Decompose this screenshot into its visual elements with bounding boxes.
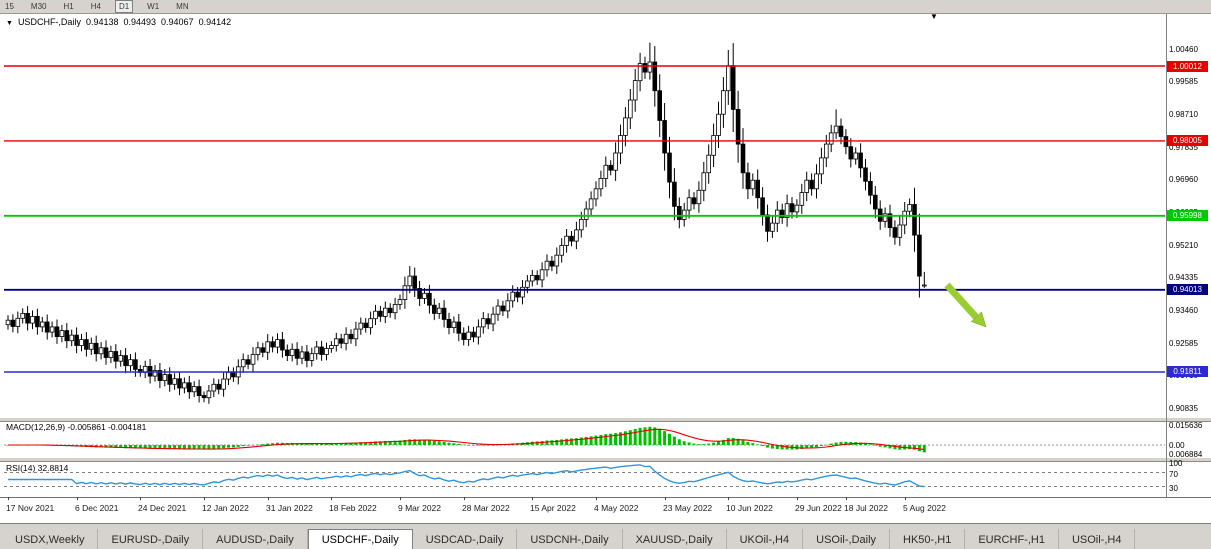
rsi-indicator-label: RSI(14) 32.8814 <box>6 463 69 473</box>
date-tick <box>797 497 798 500</box>
panel-splitter-macd[interactable] <box>0 417 1211 422</box>
price-axis-label: 0.93460 <box>1169 306 1198 315</box>
date-label: 23 May 2022 <box>663 503 713 513</box>
time-axis: 17 Nov 2021 6 Dec 2021 24 Dec 2021 12 Jan 2… <box>0 497 1166 522</box>
macd-signal-line <box>8 428 925 451</box>
macd-axis-label: 0.00 <box>1169 441 1185 450</box>
price-badge-0.98005: 0.98005 <box>1167 135 1208 146</box>
chart-tab-XAUUSD-Daily[interactable]: XAUUSD-,Daily <box>623 529 727 549</box>
price-axis-label: 0.90835 <box>1169 404 1198 413</box>
date-tick <box>728 497 729 500</box>
date-label: 29 Jun 2022 <box>795 503 842 513</box>
chart-tab-USDX-Weekly[interactable]: USDX,Weekly <box>2 529 99 549</box>
ohlc-close: 0.94142 <box>198 17 232 27</box>
symbol-direction-icon: ▼ <box>6 20 13 27</box>
date-tick <box>532 497 533 500</box>
price-axis-label: 0.99585 <box>1169 77 1198 86</box>
date-label: 18 Jul 2022 <box>844 503 888 513</box>
price-badge-0.91811: 0.91811 <box>1167 366 1208 377</box>
price-axis-label: 1.00460 <box>1169 45 1198 54</box>
rsi-axis-label: 70 <box>1169 470 1178 479</box>
date-tick <box>464 497 465 500</box>
date-label: 10 Jun 2022 <box>726 503 773 513</box>
timeframe-button-H4[interactable]: H4 <box>90 2 101 11</box>
chart-tab-USDCAD-Daily[interactable]: USDCAD-,Daily <box>413 529 518 549</box>
rsi-axis-label: 30 <box>1169 484 1178 493</box>
timeframe-button-H1[interactable]: H1 <box>63 2 74 11</box>
date-label: 12 Jan 2022 <box>202 503 249 513</box>
chart-shift-marker-icon: ▼ <box>930 12 938 21</box>
date-tick <box>905 497 906 500</box>
chart-tab-AUDUSD-Daily[interactable]: AUDUSD-,Daily <box>203 529 308 549</box>
rsi-axis-label: 100 <box>1169 459 1183 468</box>
date-label: 9 Mar 2022 <box>398 503 441 513</box>
timeframe-button-D1[interactable]: D1 <box>114 0 134 13</box>
ohlc-open: 0.94138 <box>85 17 119 27</box>
date-label: 4 May 2022 <box>594 503 639 513</box>
date-label: 6 Dec 2021 <box>75 503 119 513</box>
rsi-line <box>8 464 925 488</box>
price-axis-label: 0.95210 <box>1169 241 1198 250</box>
chart-tab-EURCHF-H1[interactable]: EURCHF-,H1 <box>965 529 1059 549</box>
price-axis-label: 0.97835 <box>1169 143 1198 152</box>
timeframe-button-15[interactable]: 15 <box>5 2 14 11</box>
panel-splitter-rsi[interactable] <box>0 457 1211 462</box>
price-axis-label: 0.92585 <box>1169 339 1198 348</box>
date-tick <box>77 497 78 500</box>
date-tick <box>846 497 847 500</box>
macd-indicator-label: MACD(12,26,9) -0.005861 -0.004181 <box>6 422 147 432</box>
chart-tab-USOil-H4[interactable]: USOil-,H4 <box>1059 529 1136 549</box>
symbol-label: USDCHF-,Daily <box>17 17 81 27</box>
date-tick <box>665 497 666 500</box>
date-label: 17 Nov 2021 <box>6 503 55 513</box>
ohlc-high: 0.94493 <box>123 17 157 27</box>
macd-axis-label: 0.006884 <box>1169 450 1203 459</box>
date-tick <box>596 497 597 500</box>
date-tick <box>400 497 401 500</box>
timeframe-button-MN[interactable]: MN <box>176 2 189 11</box>
timeframe-button-M30[interactable]: M30 <box>30 2 47 11</box>
date-tick <box>8 497 9 500</box>
chart-tab-USOil-Daily[interactable]: USOil-,Daily <box>803 529 891 549</box>
date-tick <box>140 497 141 500</box>
date-tick <box>331 497 332 500</box>
price-badge-0.94013: 0.94013 <box>1167 284 1208 295</box>
timeframe-button-W1[interactable]: W1 <box>147 2 160 11</box>
chart-tab-HK50-H1[interactable]: HK50-,H1 <box>890 529 966 549</box>
date-tick <box>204 497 205 500</box>
date-label: 28 Mar 2022 <box>462 503 510 513</box>
chart-tab-bar: USDX,Weekly EURUSD-,Daily AUDUSD-,Daily USD… <box>0 523 1211 549</box>
date-label: 24 Dec 2021 <box>138 503 187 513</box>
macd-axis-label: 0.015636 <box>1169 421 1203 430</box>
chart-tabs: USDX,Weekly EURUSD-,Daily AUDUSD-,Daily USD… <box>2 529 1136 549</box>
candlestick-series <box>5 42 927 404</box>
price-badge-0.95998: 0.95998 <box>1167 210 1208 221</box>
date-label: 18 Feb 2022 <box>329 503 377 513</box>
price-badge-1.00012: 1.00012 <box>1167 61 1208 72</box>
price-axis-label: 0.94335 <box>1169 273 1198 282</box>
price-axis-label: 0.98710 <box>1169 110 1198 119</box>
date-tick <box>268 497 269 500</box>
ohlc-low: 0.94067 <box>161 17 194 27</box>
price-axis-border <box>1166 14 1167 498</box>
sell-arrow-object[interactable] <box>944 282 987 328</box>
chart-tab-USDCHF-Daily[interactable]: USDCHF-,Daily <box>307 529 413 549</box>
time-axis-line <box>0 497 1211 498</box>
date-label: 5 Aug 2022 <box>903 503 947 513</box>
price-axis-label: 0.96960 <box>1169 175 1198 184</box>
chart-header: ▼ USDCHF-,Daily 0.94138 0.94493 0.94067 0.941… <box>6 17 236 27</box>
date-label: 15 Apr 2022 <box>530 503 576 513</box>
chart-tab-UKOil-H4[interactable]: UKOil-,H4 <box>727 529 804 549</box>
timeframe-toolbar: 15 M30 H1 H4 D1 W1 MN <box>0 0 1211 14</box>
date-label: 31 Jan 2022 <box>266 503 313 513</box>
chart-tab-EURUSD-Daily[interactable]: EURUSD-,Daily <box>98 529 204 549</box>
chart-tab-USDCNH-Daily[interactable]: USDCNH-,Daily <box>517 529 623 549</box>
